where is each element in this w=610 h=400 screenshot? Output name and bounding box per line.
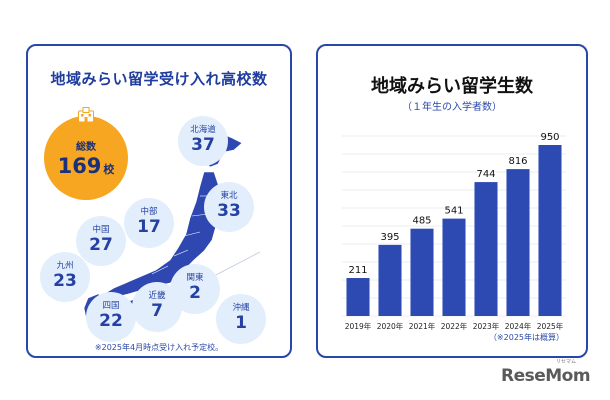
bar-value-label: 211 bbox=[348, 265, 367, 276]
bar-value-label: 950 bbox=[540, 132, 559, 143]
region-name: 中国 bbox=[92, 225, 110, 235]
chart-subtitle: （１年生の入学者数） bbox=[402, 102, 502, 113]
region-value: 33 bbox=[217, 201, 241, 221]
region-chubu: 中部 17 bbox=[124, 198, 174, 248]
bar bbox=[506, 169, 530, 316]
total-value: 169 bbox=[57, 154, 102, 178]
region-name: 北海道 bbox=[190, 125, 216, 135]
total-label: 総数 bbox=[76, 142, 96, 153]
total-badge: 総数 169 校 bbox=[44, 107, 128, 200]
category-label: 2024年 bbox=[505, 321, 532, 331]
bar-value-label: 485 bbox=[412, 216, 431, 227]
region-value: 23 bbox=[53, 271, 77, 291]
total-unit: 校 bbox=[103, 163, 115, 176]
resemom-logo: ReseMom bbox=[501, 366, 591, 386]
region-name: 沖縄 bbox=[232, 303, 250, 313]
bar bbox=[378, 244, 402, 316]
region-value: 37 bbox=[191, 135, 215, 155]
region-name: 四国 bbox=[102, 301, 120, 311]
region-value: 2 bbox=[189, 283, 201, 303]
left-panel-title: 地域みらい留学受け入れ高校数 bbox=[50, 70, 268, 88]
category-label: 2019年 bbox=[345, 321, 372, 331]
left-footnote: ※2025年4月時点受け入れ予定校。 bbox=[94, 343, 224, 352]
bar bbox=[410, 228, 434, 316]
region-tohoku: 東北 33 bbox=[204, 182, 254, 232]
category-label: 2025年 bbox=[537, 321, 564, 331]
region-name: 東北 bbox=[220, 191, 238, 201]
region-value: 22 bbox=[99, 311, 123, 331]
right-footnote: （※2025年は概算） bbox=[488, 333, 564, 342]
bar-value-label: 395 bbox=[380, 232, 399, 243]
right-panel: 地域みらい留学生数 （１年生の入学者数） 211 2019年 395 2020年 485… bbox=[316, 44, 588, 358]
chart-title: 地域みらい留学生数 bbox=[371, 76, 533, 97]
bar-value-label: 541 bbox=[444, 206, 463, 217]
bar bbox=[442, 218, 466, 316]
left-panel: 地域みらい留学受け入れ高校数 bbox=[26, 44, 292, 358]
region-value: 17 bbox=[137, 217, 161, 237]
region-okinawa: 沖縄 1 bbox=[216, 294, 266, 344]
region-value: 1 bbox=[235, 313, 247, 333]
region-name: 近畿 bbox=[148, 291, 166, 301]
region-value: 7 bbox=[151, 301, 163, 321]
region-shikoku: 四国 22 bbox=[86, 292, 136, 342]
category-label: 2022年 bbox=[441, 321, 468, 331]
total-value-line: 169 校 bbox=[44, 153, 128, 183]
region-kinki: 近畿 7 bbox=[132, 282, 182, 332]
bar bbox=[346, 278, 370, 316]
bar bbox=[474, 182, 498, 316]
category-label: 2020年 bbox=[377, 321, 404, 331]
bar-value-label: 744 bbox=[476, 169, 495, 180]
bar-value-label: 816 bbox=[508, 156, 527, 167]
category-label: 2023年 bbox=[473, 321, 500, 331]
label-layer: 211 2019年 395 2020年 485 2021年 541 2022年 744 2023年… bbox=[345, 132, 564, 331]
bar-layer bbox=[346, 145, 562, 316]
region-name: 関東 bbox=[186, 273, 204, 283]
region-hokkaido: 北海道 37 bbox=[178, 116, 228, 166]
region-value: 27 bbox=[89, 235, 113, 255]
region-chugoku: 中国 27 bbox=[76, 216, 126, 266]
region-name: 九州 bbox=[56, 261, 74, 271]
bar bbox=[538, 145, 562, 316]
bar-chart: 211 2019年 395 2020年 485 2021年 541 2022年 744 2023年… bbox=[342, 132, 566, 331]
category-label: 2021年 bbox=[409, 321, 436, 331]
region-kyushu: 九州 23 bbox=[40, 252, 90, 302]
school-icon bbox=[78, 107, 94, 123]
logo-ruby: リセマム bbox=[556, 359, 577, 365]
region-name: 中部 bbox=[140, 207, 158, 217]
